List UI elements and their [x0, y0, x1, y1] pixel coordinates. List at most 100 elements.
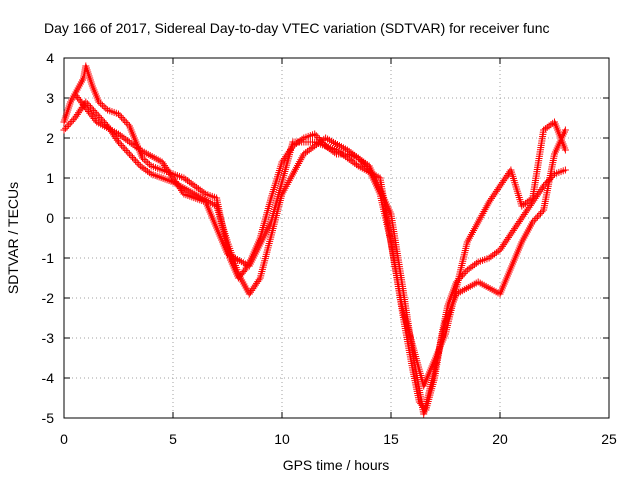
data-point-marker [351, 151, 359, 159]
data-point-marker [517, 216, 525, 224]
data-point-marker [356, 155, 364, 163]
y-tick-label: 0 [46, 210, 54, 226]
data-point-marker [145, 169, 153, 177]
data-point-marker [121, 117, 129, 125]
data-point-marker [127, 152, 135, 160]
data-point-marker [251, 281, 259, 289]
data-point-marker [347, 157, 355, 165]
data-point-marker [509, 226, 517, 234]
data-point-marker [460, 269, 468, 277]
data-point-marker [343, 154, 351, 162]
data-point-marker [536, 209, 544, 217]
data-point-marker [503, 235, 511, 243]
x-tick-label: 0 [60, 431, 68, 447]
data-point-marker [129, 141, 137, 149]
data-point-marker [512, 223, 520, 231]
data-point-marker [487, 253, 495, 261]
data-point-marker [527, 195, 535, 203]
data-point-marker [189, 181, 197, 189]
data-point-marker [535, 189, 543, 197]
data-point-marker [360, 158, 368, 166]
data-point-marker [240, 268, 248, 276]
data-point-marker [278, 158, 286, 166]
data-point-marker [497, 180, 505, 188]
data-point-marker [523, 207, 531, 215]
data-point-marker [76, 107, 84, 115]
data-point-marker [175, 183, 183, 191]
data-point-marker [312, 132, 320, 140]
data-point-marker [77, 105, 85, 113]
data-point-marker [494, 186, 502, 194]
data-point-marker [518, 202, 526, 210]
data-point-marker [333, 146, 340, 154]
data-point-marker [504, 170, 512, 178]
data-point-marker [122, 119, 130, 127]
data-point-marker [125, 138, 133, 146]
data-point-marker [501, 175, 509, 183]
data-point-marker [115, 138, 122, 146]
axis-ticks [63, 57, 610, 419]
x-tick-label: 25 [601, 431, 617, 447]
x-axis-label: GPS time / hours [283, 457, 390, 473]
data-point-marker [506, 232, 514, 240]
data-point-marker [124, 137, 132, 145]
data-point-marker [492, 249, 500, 257]
data-point-marker [352, 153, 360, 161]
y-tick-label: -2 [42, 290, 55, 306]
data-point-marker [173, 179, 181, 187]
data-point-marker [513, 221, 521, 229]
data-point-marker [129, 153, 137, 161]
data-point-marker [138, 154, 146, 162]
data-point-marker [122, 135, 130, 143]
data-point-marker [525, 203, 533, 211]
data-point-marker [488, 194, 496, 202]
data-point-marker [66, 119, 74, 127]
data-point-marker [485, 254, 493, 262]
y-tick-label: -4 [42, 370, 55, 386]
data-point-marker [118, 113, 126, 121]
data-point-marker [91, 108, 99, 116]
data-point-marker [133, 159, 141, 167]
data-point-marker [537, 186, 545, 194]
data-point-marker [303, 147, 311, 155]
data-point-marker [362, 159, 370, 167]
data-point-marker [170, 176, 178, 184]
data-point-marker [142, 157, 150, 165]
data-point-marker [491, 189, 499, 197]
y-axis-label: SDTVAR / TECUs [5, 182, 21, 294]
data-point-marker [122, 147, 130, 155]
data-point-marker [63, 123, 71, 131]
data-point-marker [136, 162, 144, 170]
data-point-marker [133, 143, 141, 151]
data-point-marker [340, 151, 348, 159]
data-point-marker [164, 167, 172, 175]
data-point-marker [498, 242, 506, 250]
data-point-marker [165, 169, 173, 177]
data-point-marker [116, 140, 124, 148]
data-point-marker [496, 182, 504, 190]
data-point-marker [533, 213, 541, 221]
chart-title: Day 166 of 2017, Sidereal Day-to-day VTE… [44, 20, 550, 36]
data-point-marker [182, 175, 190, 183]
x-axis-tick-labels: 0 5 10 15 20 25 [60, 431, 617, 447]
data-point-marker [561, 146, 569, 154]
data-point-marker [97, 115, 105, 123]
data-point-marker [491, 250, 499, 258]
data-point-marker [119, 115, 127, 123]
data-point-marker [561, 126, 569, 134]
data-point-marker [503, 171, 511, 179]
data-point-marker [132, 157, 140, 165]
data-point-marker [525, 197, 533, 205]
data-point-marker [343, 146, 351, 154]
data-point-marker [247, 288, 255, 296]
y-tick-label: 3 [46, 90, 54, 106]
data-point-marker [508, 228, 516, 236]
data-point-marker [254, 278, 262, 286]
data-point-marker [501, 239, 509, 247]
data-point-marker [255, 276, 263, 284]
data-point-marker [168, 172, 176, 180]
data-point-marker [485, 198, 493, 206]
data-point-marker [68, 117, 76, 125]
data-point-marker [497, 244, 505, 252]
data-point-marker [523, 198, 531, 206]
